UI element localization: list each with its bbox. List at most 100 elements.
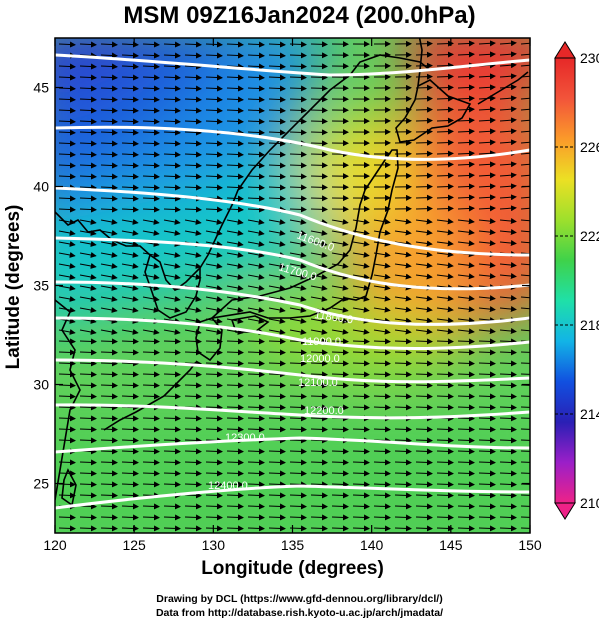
wind-arrow — [247, 206, 265, 213]
wind-arrow — [310, 296, 328, 302]
wind-arrow — [184, 525, 202, 532]
wind-arrow — [184, 318, 202, 324]
wind-arrow — [79, 219, 97, 225]
wind-arrow — [436, 317, 454, 324]
wind-arrow — [331, 218, 349, 225]
wind-arrow — [184, 41, 202, 48]
wind-arrow — [142, 107, 160, 114]
wind-arrow — [121, 285, 139, 291]
wind-arrow — [205, 492, 223, 499]
wind-arrow — [352, 328, 370, 335]
wind-arrow — [79, 195, 97, 202]
wind-arrow — [520, 428, 530, 430]
credit-data: Data from http://database.rish.kyoto-u.a… — [155, 607, 444, 619]
wind-arrow — [436, 437, 454, 444]
wind-arrow — [310, 285, 328, 291]
wind-arrow — [205, 184, 223, 191]
wind-arrow — [457, 205, 475, 212]
wind-arrow — [436, 229, 454, 236]
wind-arrow — [310, 404, 328, 411]
wind-arrow — [268, 404, 286, 411]
wind-arrow — [289, 426, 307, 433]
contour-label: 12200.0 — [304, 405, 344, 417]
wind-arrow — [142, 184, 160, 191]
wind-arrow — [79, 459, 97, 466]
wind-arrow — [289, 263, 307, 269]
wind-arrow — [394, 503, 412, 510]
wind-arrow — [247, 96, 265, 103]
wind-arrow — [58, 296, 76, 302]
wind-arrow — [247, 263, 265, 269]
wind-arrow — [499, 459, 517, 466]
wind-arrow — [121, 514, 139, 521]
wind-arrow — [100, 241, 118, 247]
wind-arrow — [268, 492, 286, 499]
wind-arrow — [226, 492, 244, 499]
wind-arrow — [100, 525, 118, 532]
wind-arrow — [163, 129, 181, 136]
wind-arrow — [163, 85, 181, 92]
wind-arrow — [478, 262, 496, 269]
wind-arrow — [268, 382, 286, 389]
colorbar-ticks: 230 226 222 218 214 210 — [555, 50, 599, 511]
y-axis-label: Latitude (degrees) — [3, 204, 24, 370]
wind-arrow — [205, 360, 223, 367]
wind-arrow — [226, 426, 244, 433]
wind-arrow — [268, 525, 286, 532]
wind-arrow — [373, 525, 391, 532]
wind-arrow — [163, 415, 181, 422]
wind-arrow — [205, 382, 223, 389]
wind-arrow — [121, 96, 139, 103]
wind-arrow — [436, 382, 454, 389]
wind-arrow — [457, 40, 475, 47]
wind-arrow — [79, 296, 97, 302]
wind-arrow — [310, 470, 328, 477]
wind-arrow — [394, 514, 412, 521]
wind-arrow — [226, 252, 244, 258]
wind-arrow — [121, 140, 139, 147]
wind-arrow — [352, 514, 370, 521]
wind-arrow — [142, 448, 160, 455]
wind-arrow — [205, 118, 223, 125]
wind-arrow — [289, 481, 307, 488]
wind-arrow — [289, 195, 307, 202]
wind-arrow — [415, 338, 433, 345]
wind-arrow — [268, 63, 286, 70]
wind-arrow — [331, 470, 349, 477]
wind-arrow — [58, 525, 76, 532]
wind-arrow — [310, 230, 328, 236]
wind-arrow — [478, 415, 496, 422]
wind-arrow — [436, 183, 454, 190]
wind-arrow — [184, 140, 202, 147]
wind-arrow — [310, 514, 328, 521]
wind-arrow — [457, 328, 475, 335]
wind-arrow — [247, 514, 265, 521]
wind-arrow — [205, 481, 223, 488]
wind-arrow — [58, 74, 76, 81]
credit-drawing: Drawing by DCL (https://www.gfd-dennou.o… — [156, 593, 443, 605]
wind-arrow — [247, 241, 265, 247]
chart-title: MSM 09Z16Jan2024 (200.0hPa) — [123, 2, 476, 29]
wind-arrow — [478, 161, 496, 168]
wind-arrow — [373, 360, 391, 367]
wind-arrow — [289, 184, 307, 191]
wind-arrow — [478, 328, 496, 335]
wind-arrow — [142, 74, 160, 81]
wind-arrow — [457, 459, 475, 466]
wind-arrow — [499, 404, 517, 411]
wind-arrow — [331, 448, 349, 455]
wind-arrow — [205, 140, 223, 147]
wind-arrow — [457, 492, 475, 499]
wind-arrow — [478, 172, 496, 179]
wind-arrow — [184, 96, 202, 103]
wind-arrow — [100, 129, 118, 136]
wind-arrow — [79, 140, 97, 147]
wind-arrow — [247, 52, 265, 59]
wind-arrow — [373, 262, 391, 269]
wind-arrow — [226, 318, 244, 324]
wind-arrow — [205, 470, 223, 477]
wind-arrow — [436, 470, 454, 477]
wind-arrow — [436, 481, 454, 488]
wind-arrow — [373, 492, 391, 499]
wind-arrow — [436, 205, 454, 212]
